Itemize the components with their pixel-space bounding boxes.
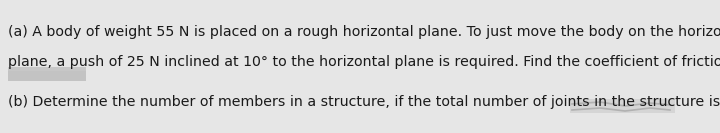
Text: (b) Determine the number of members in a structure, if the total number of joint: (b) Determine the number of members in a…: [8, 95, 720, 109]
Bar: [8, 71, 86, 81]
Text: (a) A body of weight 55 N is placed on a rough horizontal plane. To just move th: (a) A body of weight 55 N is placed on a…: [8, 25, 720, 39]
Bar: [570, 99, 675, 113]
Bar: [8, 67, 86, 81]
Text: plane, a push of 25 N inclined at 10° to the horizontal plane is required. Find : plane, a push of 25 N inclined at 10° to…: [8, 55, 720, 69]
